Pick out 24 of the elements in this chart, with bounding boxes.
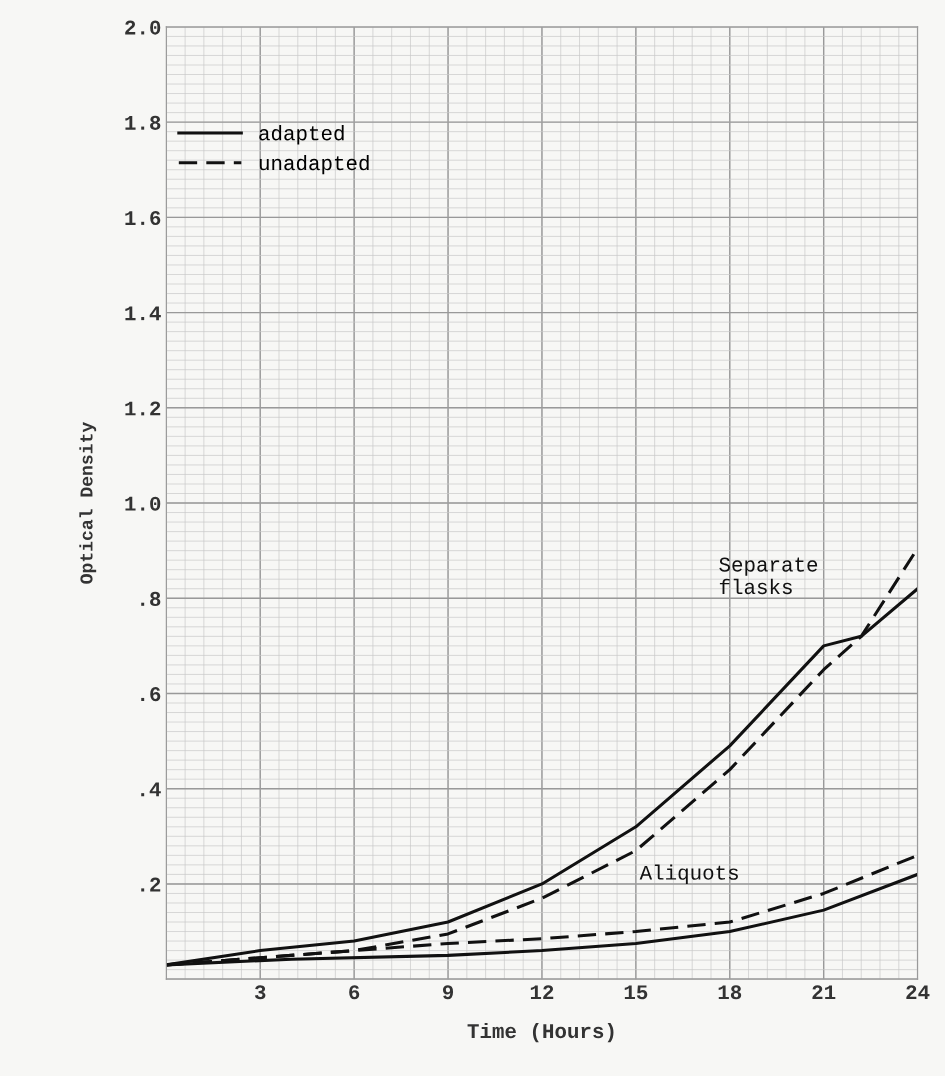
x-tick-label: 3 [254,985,266,1000]
x-tick-label: 9 [442,985,454,1000]
y-tick-label: 1.0 [125,496,161,511]
y-tick-label: 1.4 [125,306,161,321]
x-tick-label: 21 [812,985,836,1000]
x-axis-title: Time (Hours) [467,1022,614,1043]
x-tick-label: 24 [906,985,930,1000]
legend-label: adapted [259,125,344,145]
y-axis-title: Optical Density [79,422,97,584]
y-tick-label: .2 [141,877,161,892]
legend-label: unadapted [259,154,369,175]
x-tick-label: 6 [349,985,360,1000]
y-tick-label: 2.0 [125,20,161,35]
y-tick-label: .4 [141,782,161,797]
annotation: Aliquots [639,864,738,884]
y-tick-label: .8 [141,591,161,607]
y-tick-label: .6 [141,687,161,702]
x-tick-label: 15 [624,985,648,1000]
x-tick-label: 12 [530,985,554,1000]
y-tick-label: 1.2 [125,401,161,416]
x-tick-label: 18 [718,985,742,1000]
y-tick-label: 1.8 [125,115,161,130]
annotation: Separate flasks [719,557,818,595]
y-tick-label: 1.6 [125,210,161,226]
